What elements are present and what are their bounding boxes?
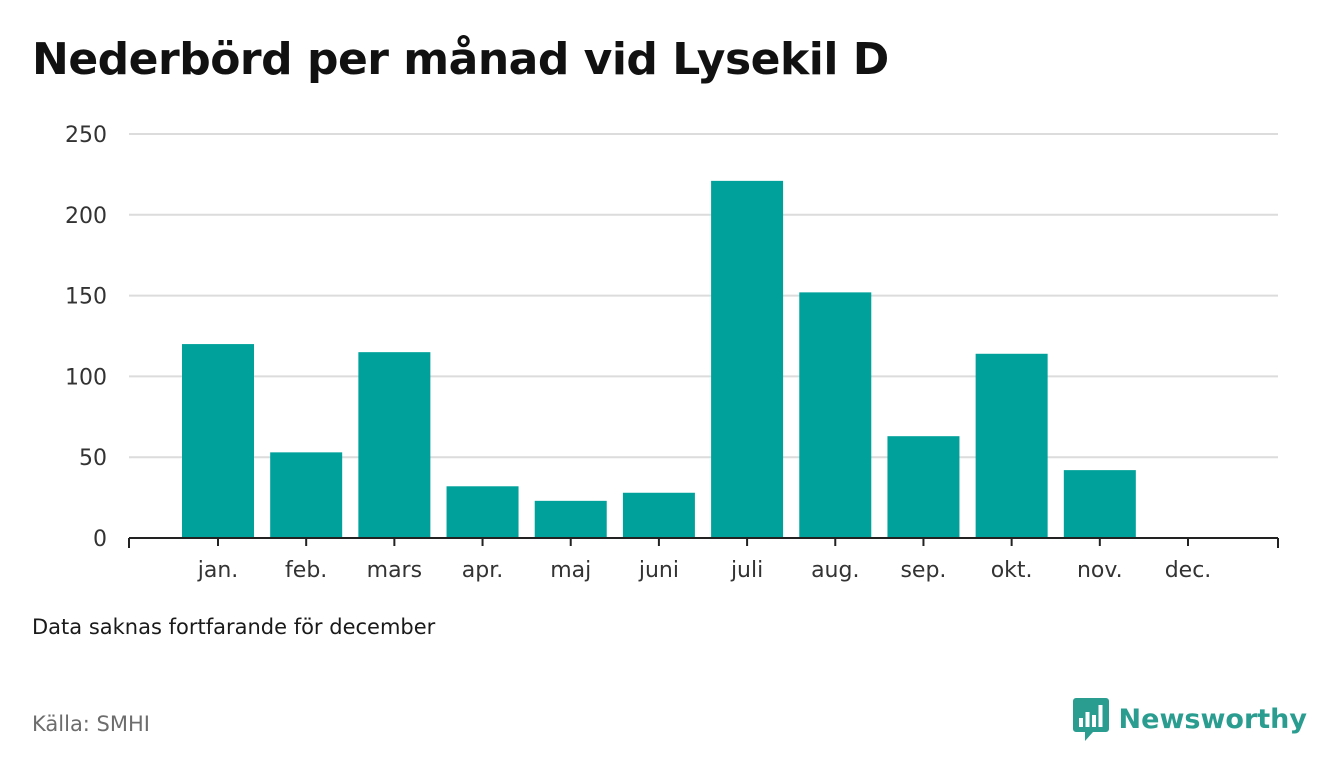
x-tick-label: okt. bbox=[991, 558, 1033, 583]
x-tick-label: apr. bbox=[462, 558, 503, 583]
x-tick-label: feb. bbox=[285, 558, 327, 583]
x-tick-label: juli bbox=[730, 558, 763, 583]
bar-chart: 0 50 100 150 200 250 jan. feb. mars apr. maj juni ju… bbox=[65, 123, 1279, 583]
bar bbox=[1063, 470, 1136, 538]
source-label: Källa: SMHI bbox=[32, 712, 150, 736]
x-tick-label: jan. bbox=[197, 558, 239, 583]
x-tick-label: sep. bbox=[900, 558, 946, 583]
bar-chart-speech-bubble-icon bbox=[1072, 698, 1109, 741]
x-tick-label: mars bbox=[367, 558, 422, 583]
x-tick-label: juni bbox=[638, 558, 679, 583]
x-tick-label: dec. bbox=[1165, 558, 1212, 583]
bar bbox=[446, 486, 519, 538]
bar bbox=[622, 492, 695, 538]
bar bbox=[270, 452, 343, 538]
y-tick-label: 200 bbox=[65, 204, 107, 229]
brand-name: Newsworthy bbox=[1118, 703, 1307, 735]
bar bbox=[887, 436, 960, 538]
bar bbox=[799, 292, 872, 538]
bar bbox=[358, 352, 431, 538]
bar bbox=[534, 500, 607, 538]
bar bbox=[711, 180, 784, 538]
brand-logo[interactable]: Newsworthy bbox=[1072, 696, 1307, 742]
y-tick-label: 50 bbox=[79, 446, 107, 471]
chart-title: Nederbörd per månad vid Lysekil D bbox=[32, 34, 889, 85]
y-tick-label: 250 bbox=[65, 123, 107, 148]
bar bbox=[975, 353, 1048, 538]
chart-note: Data saknas fortfarande för december bbox=[32, 615, 436, 639]
y-tick-label: 0 bbox=[93, 527, 107, 552]
bar bbox=[182, 344, 254, 538]
y-tick-label: 150 bbox=[65, 285, 107, 310]
x-tick-label: aug. bbox=[811, 558, 859, 583]
x-tick-label: nov. bbox=[1077, 558, 1123, 583]
y-tick-label: 100 bbox=[65, 365, 107, 390]
x-tick-label: maj bbox=[550, 558, 591, 583]
